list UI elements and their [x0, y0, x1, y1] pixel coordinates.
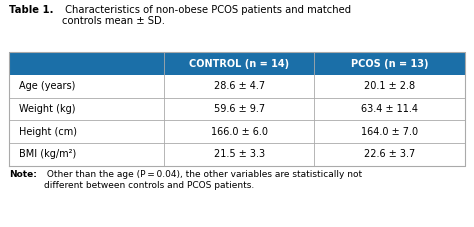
Text: 21.5 ± 3.3: 21.5 ± 3.3	[214, 149, 265, 159]
Text: BMI (kg/m²): BMI (kg/m²)	[18, 149, 76, 159]
Text: 20.1 ± 2.8: 20.1 ± 2.8	[364, 81, 415, 91]
Text: Characteristics of non-obese PCOS patients and matched
controls mean ± SD.: Characteristics of non-obese PCOS patien…	[62, 5, 351, 26]
Text: Other than the age (P = 0.04), the other variables are statistically not
differe: Other than the age (P = 0.04), the other…	[44, 170, 362, 190]
Text: 166.0 ± 6.0: 166.0 ± 6.0	[211, 127, 268, 137]
Bar	[9, 120, 465, 143]
Text: CONTROL (n = 14): CONTROL (n = 14)	[189, 59, 289, 69]
Bar	[9, 75, 465, 98]
Text: 63.4 ± 11.4: 63.4 ± 11.4	[361, 104, 418, 114]
Text: PCOS (n = 13): PCOS (n = 13)	[351, 59, 428, 69]
Text: Table 1.: Table 1.	[9, 5, 54, 15]
Text: Height (cm): Height (cm)	[18, 127, 77, 137]
Bar	[9, 98, 465, 120]
Bar	[9, 52, 465, 75]
Text: 164.0 ± 7.0: 164.0 ± 7.0	[361, 127, 418, 137]
Text: 22.6 ± 3.7: 22.6 ± 3.7	[364, 149, 415, 159]
Text: 28.6 ± 4.7: 28.6 ± 4.7	[214, 81, 265, 91]
Text: 59.6 ± 9.7: 59.6 ± 9.7	[214, 104, 265, 114]
Text: Age (years): Age (years)	[18, 81, 75, 91]
Text: Note:: Note:	[9, 170, 37, 179]
Text: Weight (kg): Weight (kg)	[18, 104, 75, 114]
Bar	[9, 143, 465, 166]
